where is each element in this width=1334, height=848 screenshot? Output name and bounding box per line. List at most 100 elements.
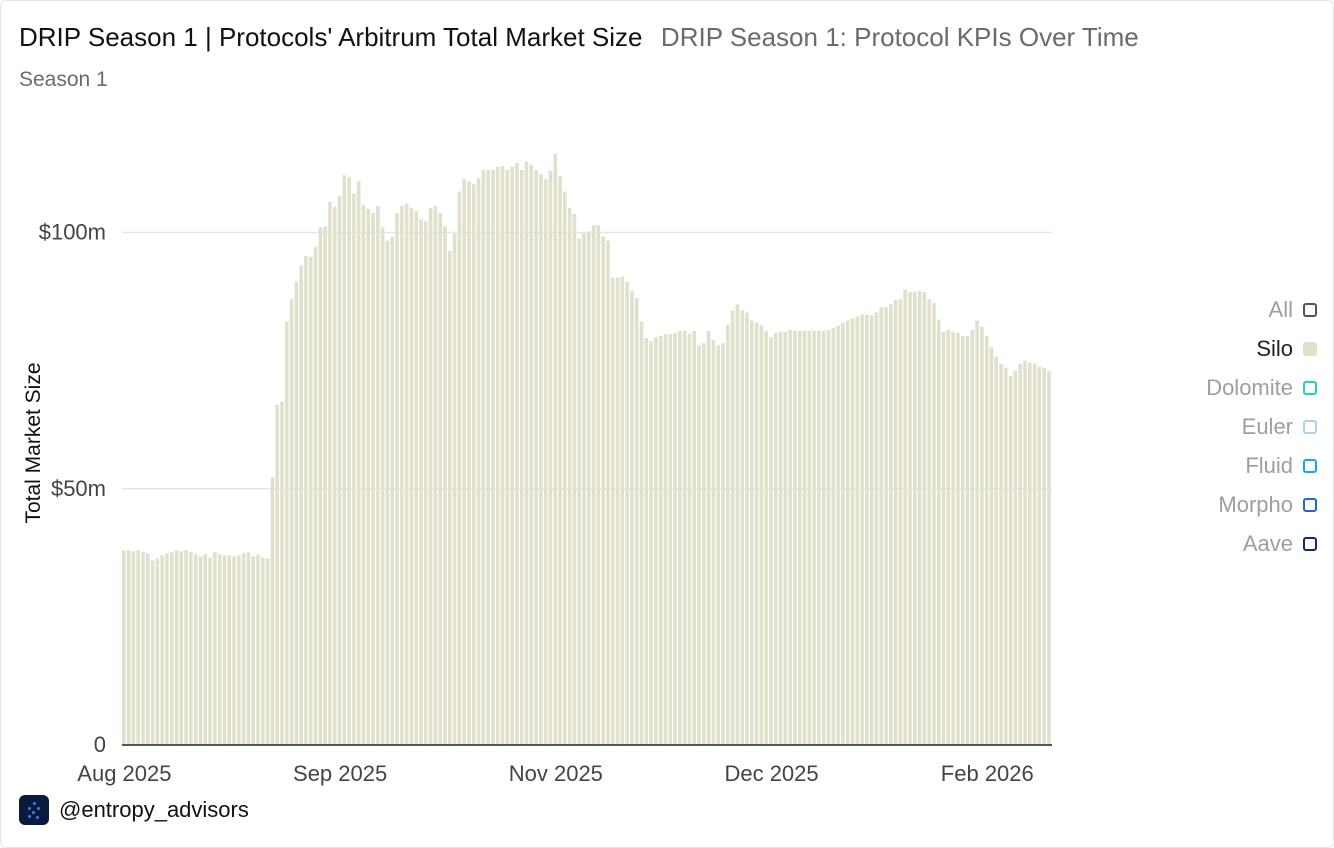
bar[interactable] (141, 552, 145, 745)
bar[interactable] (294, 281, 299, 745)
bar[interactable] (385, 240, 390, 745)
bar[interactable] (783, 331, 788, 745)
bar[interactable] (745, 312, 749, 745)
bar[interactable] (150, 560, 155, 746)
bar[interactable] (970, 329, 975, 746)
twitter-handle[interactable]: @entropy_advisors (59, 797, 249, 822)
bar[interactable] (754, 322, 759, 745)
bar[interactable] (1004, 367, 1008, 745)
bar[interactable] (1023, 360, 1027, 746)
bar[interactable] (582, 233, 586, 745)
bar[interactable] (869, 315, 874, 745)
bar[interactable] (836, 325, 840, 745)
bar[interactable] (1032, 363, 1037, 745)
bar[interactable] (510, 166, 514, 745)
bar[interactable] (898, 299, 903, 746)
bar[interactable] (773, 332, 778, 745)
bar[interactable] (807, 330, 812, 745)
bar[interactable] (654, 337, 658, 745)
bar[interactable] (519, 169, 524, 746)
bar[interactable] (481, 169, 486, 746)
bar[interactable] (927, 299, 931, 746)
bar[interactable] (817, 330, 821, 745)
bar[interactable] (332, 206, 337, 746)
bar[interactable] (587, 231, 591, 746)
bar[interactable] (721, 343, 725, 745)
bar[interactable] (328, 201, 332, 745)
bar[interactable] (241, 553, 246, 745)
bar[interactable] (879, 307, 884, 745)
bar[interactable] (289, 299, 294, 746)
bar[interactable] (409, 207, 414, 745)
bar[interactable] (615, 277, 620, 745)
bar[interactable] (390, 236, 395, 745)
bar[interactable] (424, 221, 428, 746)
bar[interactable] (965, 336, 970, 745)
bar[interactable] (371, 213, 375, 745)
bar[interactable] (165, 553, 169, 745)
bar[interactable] (380, 227, 385, 746)
bar[interactable] (198, 556, 203, 745)
bar[interactable] (419, 219, 423, 746)
bar[interactable] (903, 289, 907, 745)
bar[interactable] (893, 300, 898, 745)
bar[interactable] (730, 310, 735, 745)
legend-item-all[interactable]: All (1206, 290, 1317, 329)
bar[interactable] (443, 226, 447, 746)
bar[interactable] (802, 330, 807, 745)
bar[interactable] (845, 320, 850, 745)
bar[interactable] (553, 153, 558, 745)
bar[interactable] (337, 195, 342, 746)
bar[interactable] (951, 331, 955, 745)
bar[interactable] (984, 336, 989, 745)
bar[interactable] (174, 550, 179, 745)
bar[interactable] (1013, 370, 1018, 745)
bar[interactable] (620, 276, 625, 745)
bar[interactable] (126, 550, 131, 745)
bar[interactable] (179, 551, 184, 745)
bar[interactable] (1028, 362, 1032, 745)
bar[interactable] (946, 329, 951, 746)
bar[interactable] (347, 177, 351, 745)
bar[interactable] (323, 226, 327, 746)
bar[interactable] (932, 303, 936, 745)
bar[interactable] (352, 193, 356, 746)
bar[interactable] (1008, 376, 1013, 745)
bar[interactable] (558, 176, 562, 746)
bar[interactable] (634, 298, 639, 745)
bar[interactable] (601, 236, 605, 745)
bar[interactable] (726, 324, 730, 745)
bar[interactable] (313, 246, 318, 745)
bar[interactable] (874, 312, 879, 745)
bar[interactable] (793, 330, 797, 745)
bar[interactable] (261, 557, 265, 745)
bar[interactable] (189, 552, 193, 745)
bar[interactable] (682, 330, 687, 745)
bar[interactable] (447, 250, 452, 745)
bar[interactable] (678, 330, 682, 745)
bar[interactable] (831, 327, 836, 745)
bar[interactable] (759, 324, 764, 745)
bar[interactable] (884, 307, 888, 745)
bar[interactable] (572, 214, 577, 746)
bar[interactable] (716, 345, 721, 745)
bar[interactable] (692, 330, 697, 745)
bar[interactable] (812, 330, 816, 745)
bar[interactable] (193, 554, 198, 745)
bar[interactable] (740, 310, 744, 745)
bar[interactable] (788, 329, 792, 746)
bar[interactable] (476, 178, 481, 745)
bar[interactable] (467, 181, 471, 745)
bar[interactable] (155, 558, 160, 745)
bar[interactable] (213, 552, 217, 745)
bar[interactable] (649, 341, 653, 745)
bar[interactable] (404, 203, 409, 746)
bar[interactable] (122, 550, 126, 745)
bar[interactable] (400, 205, 404, 746)
bar[interactable] (208, 557, 212, 745)
bar[interactable] (999, 363, 1003, 745)
bar[interactable] (486, 169, 490, 746)
bar[interactable] (850, 318, 855, 745)
bar[interactable] (548, 171, 553, 745)
bar[interactable] (711, 340, 716, 746)
